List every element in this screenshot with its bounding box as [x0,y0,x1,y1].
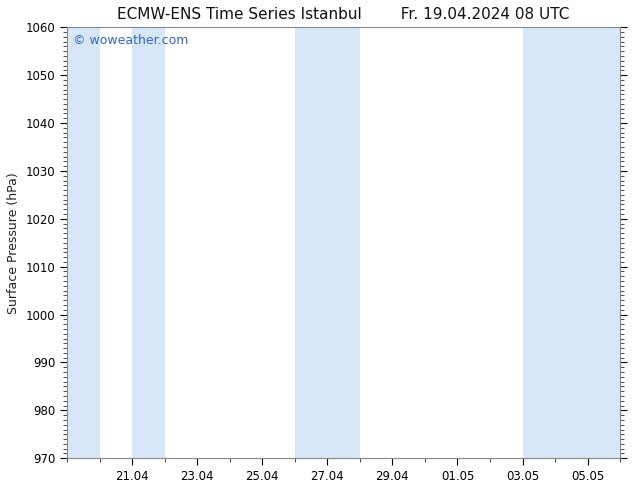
Text: © woweather.com: © woweather.com [72,34,188,47]
Bar [295,27,360,458]
Bar [588,27,620,458]
Bar [132,27,165,458]
Title: ECMW-ENS Time Series Istanbul        Fr. 19.04.2024 08 UTC: ECMW-ENS Time Series Istanbul Fr. 19.04.… [117,7,570,22]
Y-axis label: Surface Pressure (hPa): Surface Pressure (hPa) [7,172,20,314]
Bar [67,27,100,458]
Bar [522,27,588,458]
